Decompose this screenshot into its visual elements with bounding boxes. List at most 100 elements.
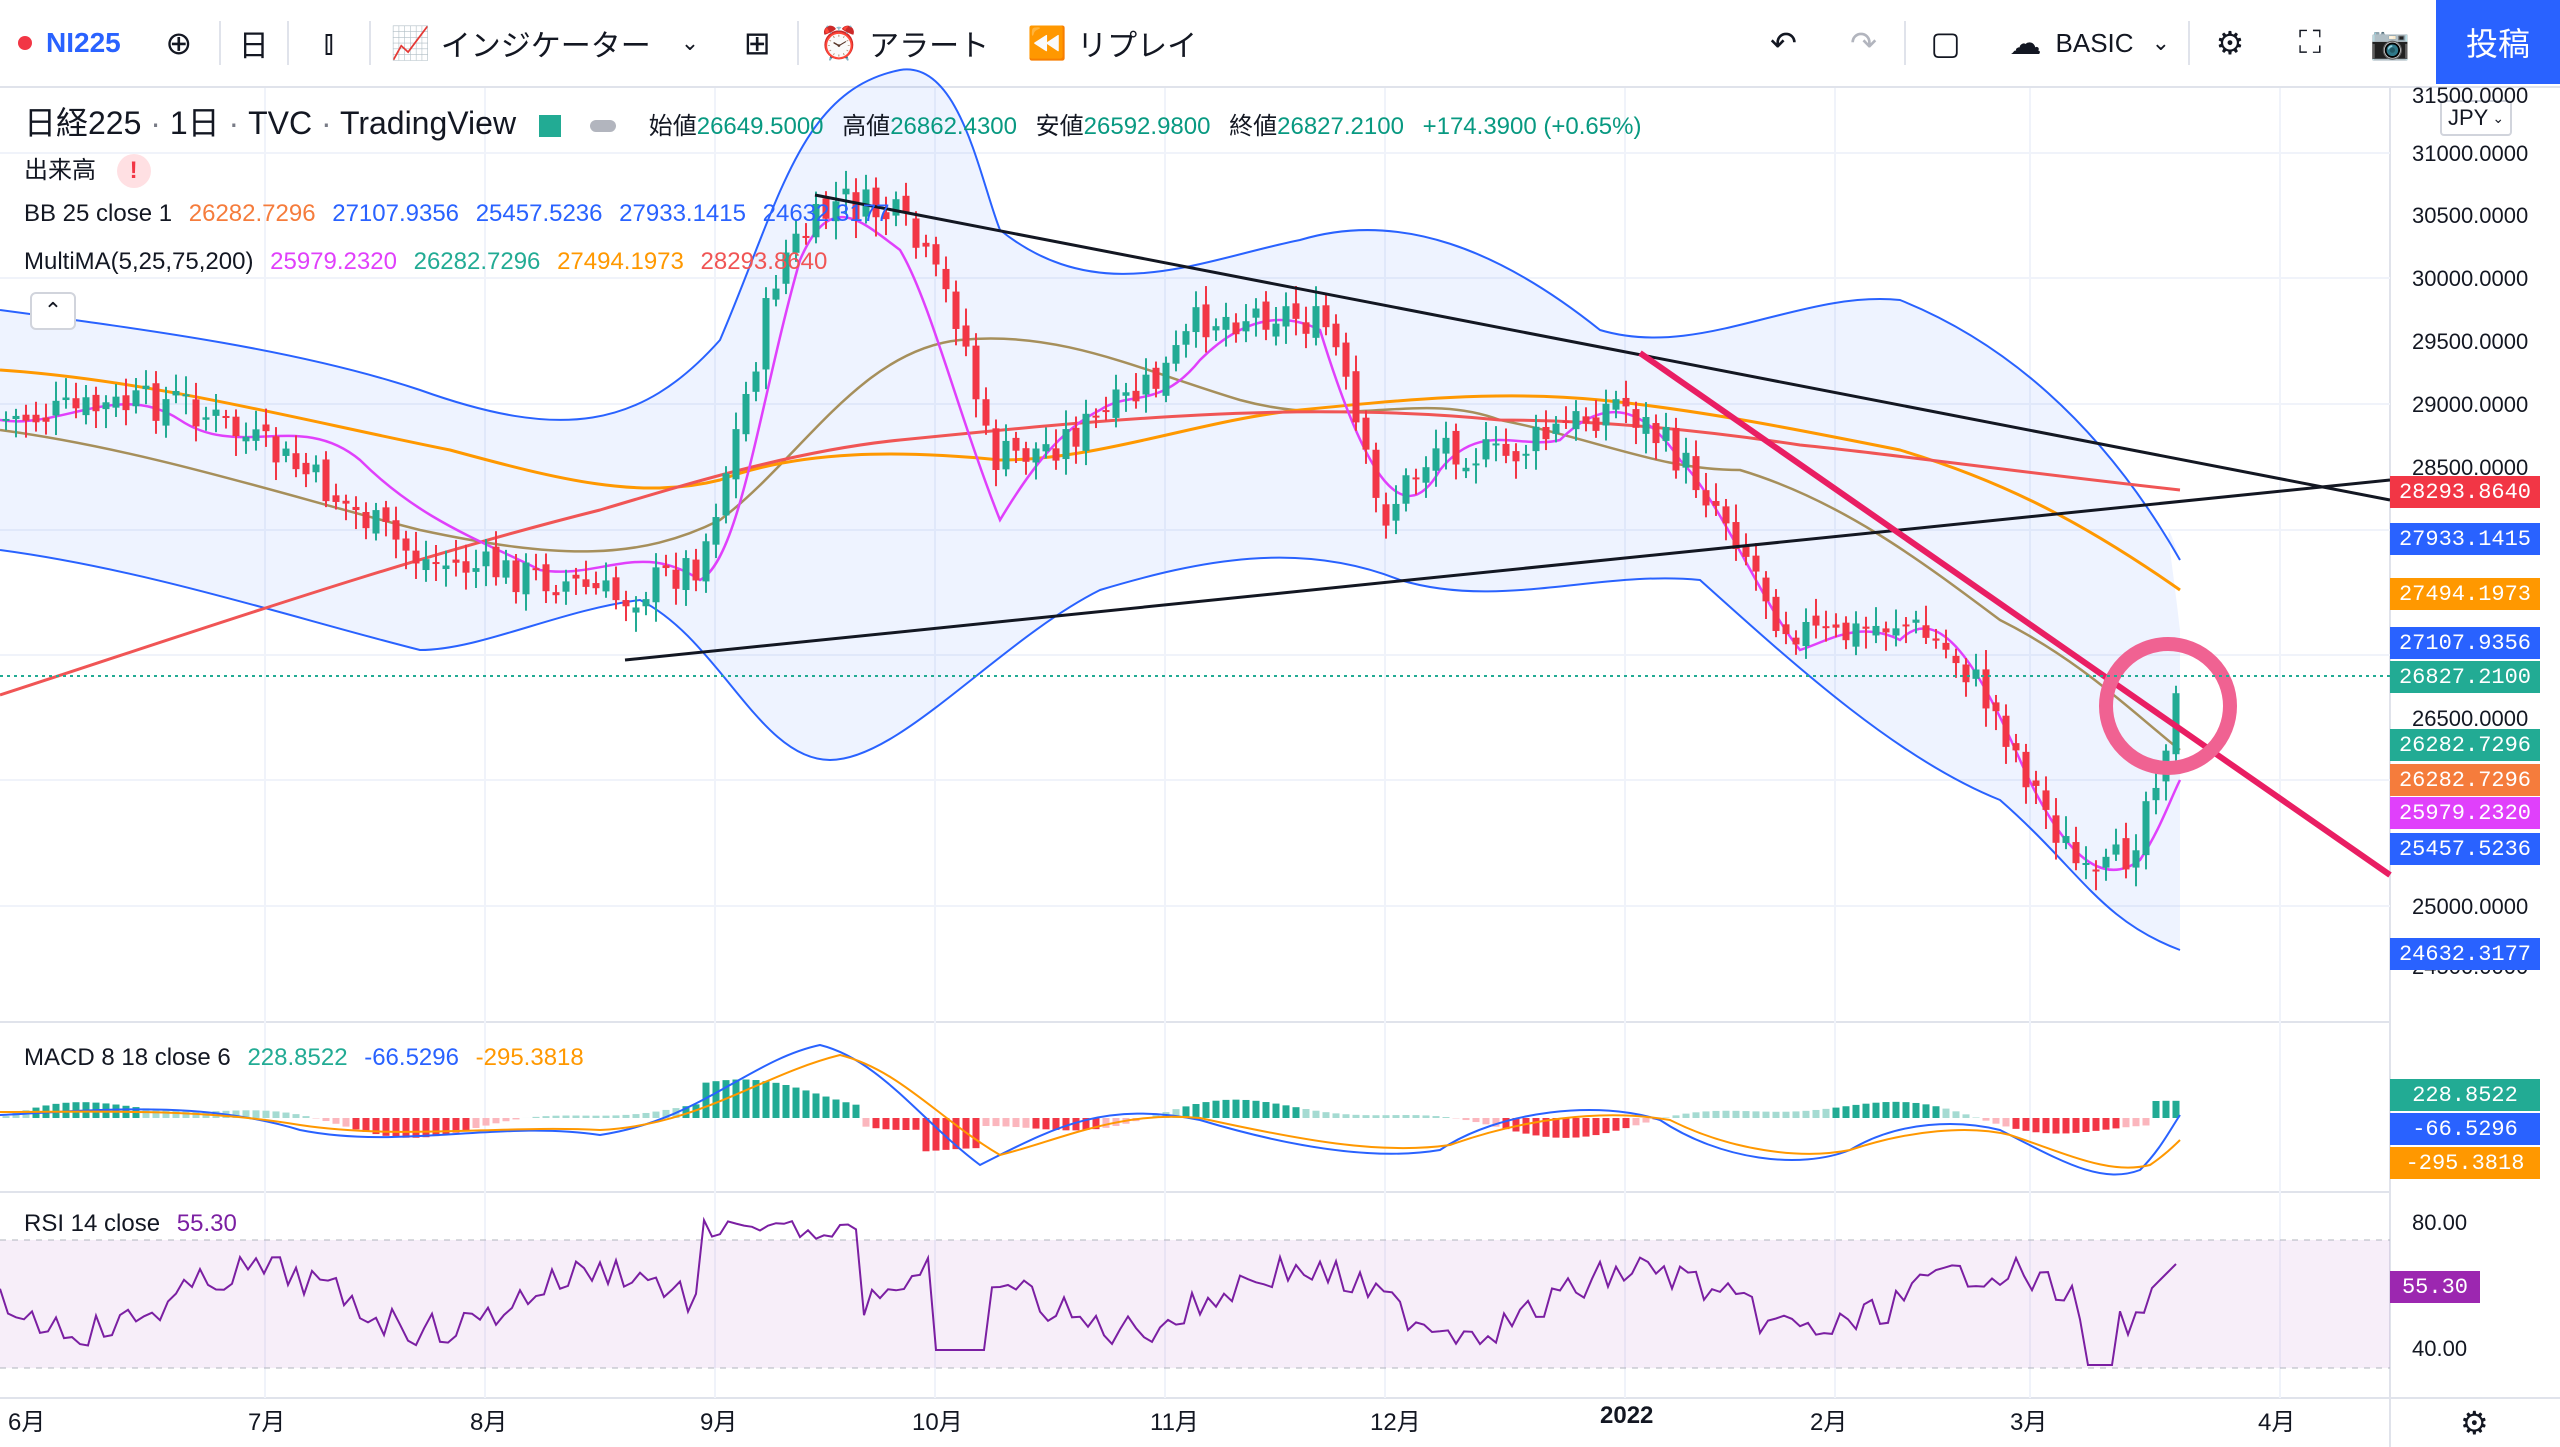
bb-legend[interactable]: BB 25 close 1 26282.7296 27107.9356 2545… (24, 200, 889, 228)
candle-body (1312, 306, 1320, 338)
templates-button[interactable]: ⊞ (717, 0, 797, 87)
macd-bar (1362, 1115, 1370, 1118)
macd-bar (1852, 1104, 1860, 1118)
ma25-value: 26282.7296 (413, 248, 541, 275)
rsi-line (0, 1216, 2177, 1366)
macd-bar (1702, 1111, 1710, 1118)
candle-body (1792, 637, 1800, 645)
candle-body (592, 583, 600, 589)
fullscreen-button[interactable]: ⛶ (2270, 0, 2350, 87)
replay-label: リプレイ (1077, 30, 1198, 63)
trendline-pink[interactable] (1638, 350, 2392, 878)
macd-signal-value: -295.3818 (475, 1044, 584, 1071)
warning-icon[interactable]: ! (116, 154, 151, 188)
candle-body (172, 391, 180, 396)
layout-select-button[interactable]: ▢ (1906, 0, 1986, 87)
macd-bar (2122, 1118, 2130, 1128)
candle-body (1372, 449, 1380, 498)
candle-body (822, 198, 830, 219)
macd-hist-value: 228.8522 (247, 1044, 348, 1071)
price-tick: 30500.0000 (2412, 203, 2529, 228)
symbol-search[interactable]: NI225 (0, 0, 139, 87)
macd-bar (2072, 1118, 2080, 1133)
macd-bar (412, 1118, 420, 1138)
price-tick: 31500.0000 (2412, 83, 2529, 108)
candle-body (1332, 323, 1340, 348)
candle-body (982, 399, 990, 426)
macd-bar (1312, 1110, 1320, 1118)
post-button[interactable]: 投稿 (2436, 0, 2560, 84)
candle-body (1942, 642, 1950, 650)
candle-body (1012, 437, 1020, 451)
macd-bar (1512, 1118, 1520, 1132)
indicators-button[interactable]: 📈 インジケーター ⌄ (371, 0, 717, 87)
candle-body (712, 517, 720, 545)
candle-body (422, 559, 430, 571)
macd-bar (452, 1118, 460, 1133)
macd-bar (542, 1116, 550, 1118)
macd-bar (152, 1109, 160, 1118)
axis-settings-button[interactable]: ⚙ (2460, 1404, 2489, 1442)
candle-body (1502, 443, 1510, 456)
trendline-upper[interactable] (814, 193, 2391, 502)
macd-bar (1822, 1108, 1830, 1118)
candle-body (1582, 416, 1590, 424)
currency-select[interactable]: JPY ⌄ (2440, 100, 2512, 136)
macd-bar (292, 1114, 300, 1118)
legend-title[interactable]: 日経225 (24, 105, 142, 141)
time-tick: 10月 (912, 1409, 963, 1436)
candle-body (1752, 555, 1760, 572)
legend-exchange: TVC (248, 105, 313, 141)
low-label: 安値 (1035, 113, 1084, 140)
settings-button[interactable]: ⚙ (2190, 0, 2270, 87)
rsi-legend[interactable]: RSI 14 close 55.30 (24, 1210, 237, 1238)
candle-body (532, 568, 540, 571)
macd-bar (342, 1118, 350, 1127)
redo-button[interactable]: ↷ (1824, 0, 1904, 87)
macd-bar (702, 1082, 710, 1118)
highlight-circle[interactable] (2099, 637, 2237, 775)
chart-type-button[interactable]: ⫾ (289, 0, 369, 87)
candle-body (22, 414, 30, 421)
add-symbol-button[interactable]: ⊕ (139, 0, 219, 87)
candle-body (1402, 475, 1410, 504)
volume-legend[interactable]: 出来高 ! (24, 150, 151, 188)
trendline-lower[interactable] (624, 478, 2391, 662)
cloud-layout-button[interactable]: ☁ BASIC ⌄ (1986, 0, 2188, 87)
candle-body (752, 371, 760, 392)
macd-bar (1762, 1111, 1770, 1118)
price-tick: 29500.0000 (2412, 329, 2529, 354)
bb-lower-value: 25457.5236 (475, 200, 603, 227)
candle-body (1182, 331, 1190, 345)
change-value: +174.3900 (+0.65%) (1422, 113, 1642, 140)
macd-bar (1612, 1118, 1620, 1131)
candle-body (442, 565, 450, 570)
candle-body (1692, 456, 1700, 491)
macd-legend[interactable]: MACD 8 18 close 6 228.8522 -66.5296 -295… (24, 1044, 584, 1072)
macd-bar (272, 1111, 280, 1118)
candle-body (1912, 619, 1920, 623)
alert-button[interactable]: ⏰ アラート (799, 0, 1007, 87)
macd-bar (1952, 1111, 1960, 1118)
macd-bar (852, 1104, 860, 1118)
macd-bar (2102, 1118, 2110, 1130)
price-tag: 27494.1973 (2390, 578, 2540, 610)
macd-bar (1262, 1102, 1270, 1118)
replay-button[interactable]: ⏪ リプレイ (1007, 0, 1215, 87)
undo-button[interactable]: ↶ (1744, 0, 1824, 87)
collapse-legend-button[interactable]: ⌃ (30, 292, 76, 330)
ma75-line (0, 368, 2181, 592)
interval-button[interactable]: 日 (221, 0, 287, 87)
candle-body (262, 424, 270, 432)
macd-bar (822, 1096, 830, 1118)
candle-body (1062, 429, 1070, 460)
macd-bar (1972, 1117, 1980, 1118)
visibility-toggle-icon[interactable] (589, 119, 616, 132)
candle-body (692, 559, 700, 581)
candle-body (1772, 596, 1780, 631)
time-tick: 12月 (1370, 1409, 1421, 1436)
macd-bar (652, 1111, 660, 1118)
multima-legend[interactable]: MultiMA(5,25,75,200) 25979.2320 26282.72… (24, 248, 827, 276)
snapshot-button[interactable]: 📷 (2350, 0, 2430, 87)
